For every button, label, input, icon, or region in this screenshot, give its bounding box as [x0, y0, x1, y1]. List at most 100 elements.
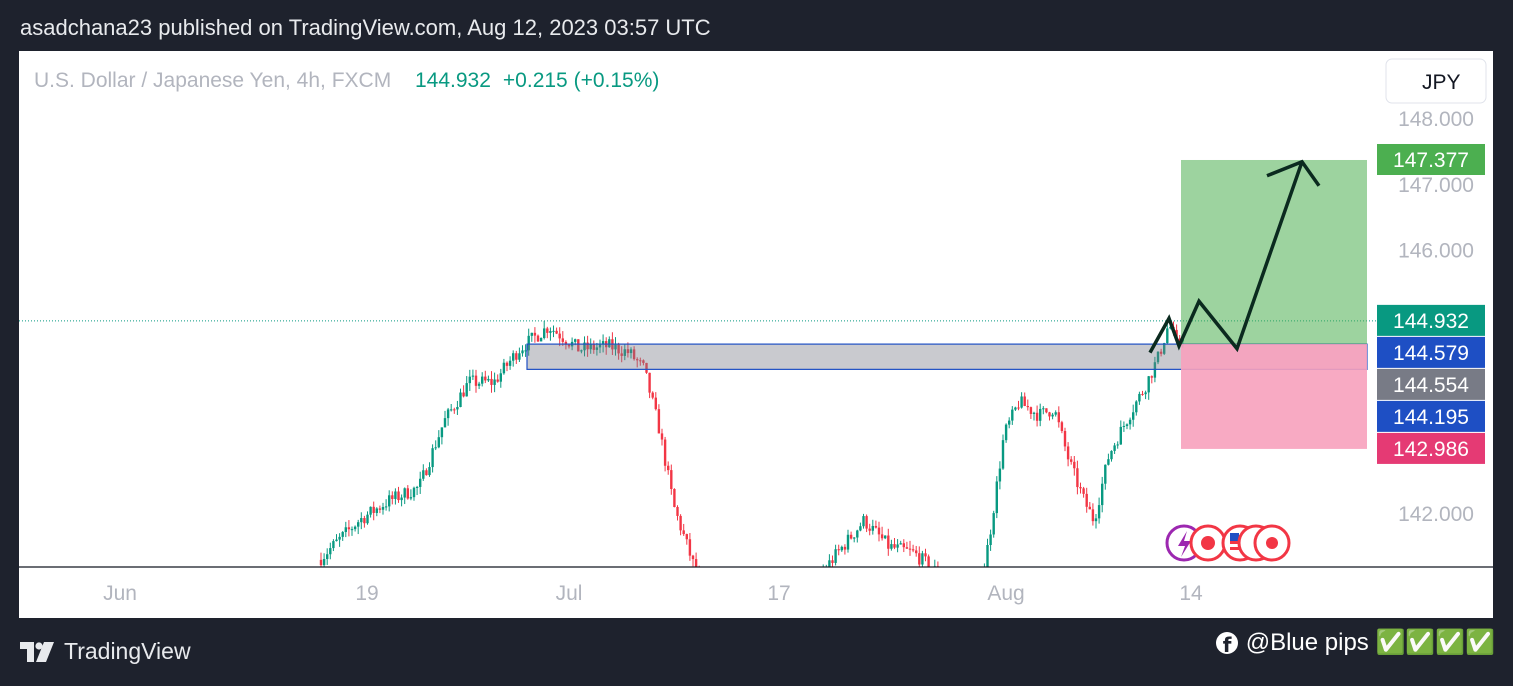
- candle-body: [1163, 343, 1166, 354]
- candle-body: [807, 585, 809, 589]
- published-line: asadchana23 published on TradingView.com…: [20, 15, 711, 40]
- candle-body: [1004, 424, 1008, 441]
- candle-body: [893, 544, 896, 548]
- candle-body: [862, 516, 865, 527]
- candle-body: [1045, 408, 1048, 413]
- candle-body: [1116, 444, 1119, 446]
- candle-body: [1138, 393, 1141, 402]
- candle-body: [347, 527, 351, 530]
- candle-body: [577, 339, 580, 352]
- y-tick-label: 147.000: [1398, 174, 1474, 197]
- candle-body: [663, 439, 667, 466]
- y-axis[interactable]: 148.000 147.000 146.000 142.000: [1398, 108, 1474, 526]
- candle-body: [360, 518, 363, 523]
- candle-body: [859, 526, 862, 531]
- candle-body: [369, 506, 372, 515]
- long-position-target-zone[interactable]: [1181, 159, 1367, 345]
- candle-body: [1101, 483, 1104, 506]
- candle-body: [685, 534, 688, 540]
- candle-body: [543, 328, 546, 339]
- price-change: +0.215 (+0.15%): [503, 69, 659, 92]
- symbol-title: U.S. Dollar / Japanese Yen, 4h, FXCM: [34, 69, 391, 92]
- candle-body: [840, 546, 843, 551]
- candle-body: [1166, 328, 1169, 344]
- candle-body: [431, 448, 434, 468]
- candle-body: [688, 539, 692, 556]
- candle-body: [921, 553, 924, 565]
- candle-body: [378, 508, 382, 510]
- candle-body: [1076, 468, 1079, 488]
- candle-body: [536, 335, 540, 342]
- jp-flag-icon: [1266, 537, 1278, 549]
- candle-body: [1079, 487, 1082, 489]
- candle-body: [946, 580, 948, 581]
- candle-body: [388, 495, 391, 507]
- candle-body: [1082, 488, 1085, 494]
- candle-body: [561, 338, 564, 342]
- candle-body: [412, 487, 416, 498]
- x-axis[interactable]: Jun 19 Jul 17 Aug 14: [103, 582, 1203, 605]
- candle-body: [992, 513, 995, 535]
- candle-body: [660, 433, 664, 440]
- chart-panel[interactable]: U.S. Dollar / Japanese Yen, 4h, FXCM 144…: [19, 51, 1493, 618]
- tradingview-logo[interactable]: TradingView: [20, 638, 191, 665]
- candle-body: [654, 397, 657, 410]
- candle-body: [437, 437, 440, 448]
- candle-body: [508, 360, 512, 366]
- candle-body: [816, 573, 818, 578]
- candle-body: [524, 350, 527, 352]
- candle-body: [720, 608, 722, 612]
- candle-body: [406, 488, 409, 499]
- candle-body: [636, 359, 639, 361]
- candle-body: [329, 548, 332, 555]
- candle-body: [871, 525, 874, 531]
- candle-body: [732, 612, 734, 613]
- candle-body: [567, 344, 571, 347]
- candle-body: [958, 585, 960, 594]
- candle-body: [1060, 422, 1064, 431]
- candle-body: [843, 546, 847, 550]
- candle-body: [856, 530, 859, 538]
- event-icons[interactable]: [1165, 524, 1291, 562]
- candle-body: [691, 555, 695, 560]
- candle-body: [415, 486, 419, 488]
- candle-body: [707, 593, 709, 598]
- candle-body: [995, 481, 998, 514]
- candle-body: [381, 507, 385, 510]
- candle-body: [931, 569, 933, 570]
- candle-body: [1026, 406, 1029, 408]
- candle-body: [710, 598, 712, 613]
- candle-body: [394, 491, 397, 499]
- candle-body: [924, 553, 927, 557]
- candle-body: [322, 559, 326, 566]
- x-tick-label: 19: [355, 582, 378, 605]
- lightning-icon: [1178, 531, 1191, 557]
- candle-body: [515, 353, 518, 360]
- candle-body: [657, 409, 661, 434]
- plot-area[interactable]: [19, 159, 1377, 618]
- candle-body: [1063, 430, 1067, 447]
- candle-body: [890, 544, 893, 549]
- price-label: 142.986: [1393, 438, 1469, 461]
- y-tick-label: 148.000: [1398, 108, 1474, 131]
- currency-button[interactable]: JPY: [1385, 58, 1487, 104]
- long-position-stop-zone[interactable]: [1181, 344, 1367, 449]
- candle-body: [791, 605, 793, 611]
- candle-body: [745, 611, 747, 613]
- us-flag-canton-icon: [1230, 533, 1239, 541]
- candle-body: [326, 554, 329, 560]
- candle-body: [1051, 414, 1054, 417]
- candle-body: [586, 342, 589, 350]
- candle-body: [453, 409, 456, 411]
- candle-body: [617, 344, 620, 354]
- candle-body: [667, 465, 670, 471]
- candle-body: [971, 589, 973, 595]
- candle-body: [1029, 407, 1033, 414]
- projection-arrow-path[interactable]: [1148, 161, 1304, 354]
- candle-body: [484, 376, 487, 381]
- price-chart[interactable]: U.S. Dollar / Japanese Yen, 4h, FXCM 144…: [19, 51, 1493, 618]
- candle-body: [1057, 412, 1060, 423]
- candle-body: [341, 532, 344, 537]
- candle-body: [1107, 459, 1110, 465]
- candle-body: [887, 535, 890, 549]
